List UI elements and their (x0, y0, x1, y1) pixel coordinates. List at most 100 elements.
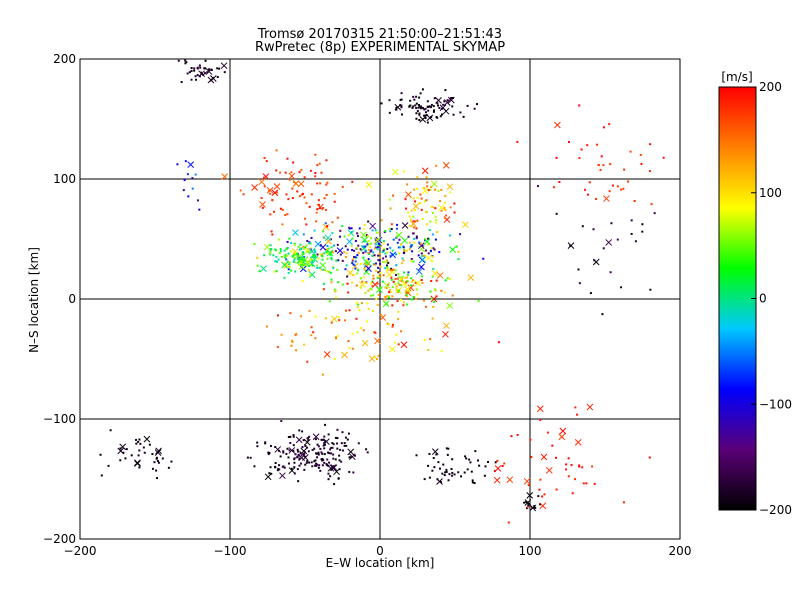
data-point (300, 168, 303, 171)
data-point (432, 247, 435, 250)
data-point (278, 464, 281, 467)
data-point (302, 245, 305, 248)
data-point (383, 248, 386, 251)
data-point (389, 254, 392, 257)
data-point (288, 263, 291, 266)
data-point (417, 106, 420, 109)
data-point (218, 67, 221, 70)
data-point (426, 223, 429, 226)
data-point (648, 170, 651, 173)
data-point (357, 244, 360, 247)
data-point (337, 477, 340, 480)
data-point (287, 436, 290, 439)
data-point (447, 447, 450, 450)
data-point (580, 148, 583, 151)
data-point (653, 212, 656, 215)
data-point (334, 458, 337, 461)
data-point-cross (419, 115, 427, 123)
data-point (319, 182, 322, 185)
axes: −200 −100 0 100 200 −200 −100 0 100 200 (43, 52, 691, 558)
data-point (297, 454, 300, 457)
data-point-cross (446, 183, 454, 190)
data-point (406, 280, 409, 283)
data-point (450, 97, 453, 100)
data-point (383, 298, 386, 301)
data-point (303, 248, 306, 251)
data-point-cross (336, 247, 344, 255)
data-point (303, 196, 306, 199)
data-point-cross (605, 239, 613, 246)
data-point (475, 103, 478, 106)
data-point (538, 488, 541, 491)
data-point (284, 255, 287, 258)
data-point (457, 250, 460, 253)
data-point (210, 68, 213, 71)
data-point (523, 501, 526, 504)
data-point (294, 252, 297, 255)
data-point (239, 189, 242, 192)
data-point (307, 264, 310, 267)
data-point (403, 251, 406, 254)
data-point (440, 289, 443, 292)
data-point (306, 360, 309, 363)
data-point (402, 259, 405, 262)
data-point (329, 271, 332, 274)
data-point (400, 284, 403, 287)
data-point (662, 156, 665, 159)
data-point (367, 252, 370, 255)
data-point (425, 211, 428, 214)
data-point (381, 280, 384, 283)
data-point (332, 266, 335, 269)
data-point (276, 260, 279, 263)
data-point (451, 294, 454, 297)
data-point (439, 115, 442, 118)
data-point-cross (431, 270, 439, 277)
data-point (153, 461, 156, 464)
data-point (294, 256, 297, 259)
data-point (198, 75, 201, 78)
data-point (446, 453, 449, 456)
data-point (426, 100, 429, 103)
data-point (306, 460, 309, 463)
data-point (410, 257, 413, 260)
data-point (368, 243, 371, 246)
data-point (364, 268, 367, 271)
data-point (286, 240, 289, 243)
data-point (260, 197, 263, 200)
data-point (119, 447, 122, 450)
data-point (421, 275, 424, 278)
data-point (303, 453, 306, 456)
data-point (204, 72, 207, 75)
data-point (411, 244, 414, 247)
data-point (583, 188, 586, 191)
data-point (623, 168, 626, 171)
data-point (419, 107, 422, 110)
data-point-cross (423, 238, 431, 245)
data-point (346, 282, 349, 285)
data-point (406, 276, 409, 279)
data-point (311, 449, 314, 452)
data-point (386, 251, 389, 254)
data-point (402, 246, 405, 249)
data-point (428, 476, 431, 479)
data-point-cross (529, 504, 537, 512)
data-point (377, 271, 380, 274)
data-point (376, 282, 379, 285)
data-point (369, 287, 372, 290)
data-point (323, 461, 326, 464)
y-tick-label: −100 (43, 412, 76, 426)
data-point (415, 235, 418, 238)
data-point (177, 59, 180, 62)
data-point (337, 316, 340, 319)
data-point (433, 300, 436, 303)
data-point (325, 250, 328, 253)
data-point (330, 256, 333, 259)
data-point (334, 250, 337, 253)
data-point (394, 269, 397, 272)
data-point (608, 190, 611, 193)
data-point (600, 155, 603, 158)
data-point (371, 254, 374, 257)
data-point (316, 208, 319, 211)
data-point (460, 475, 463, 478)
data-point (333, 483, 336, 486)
